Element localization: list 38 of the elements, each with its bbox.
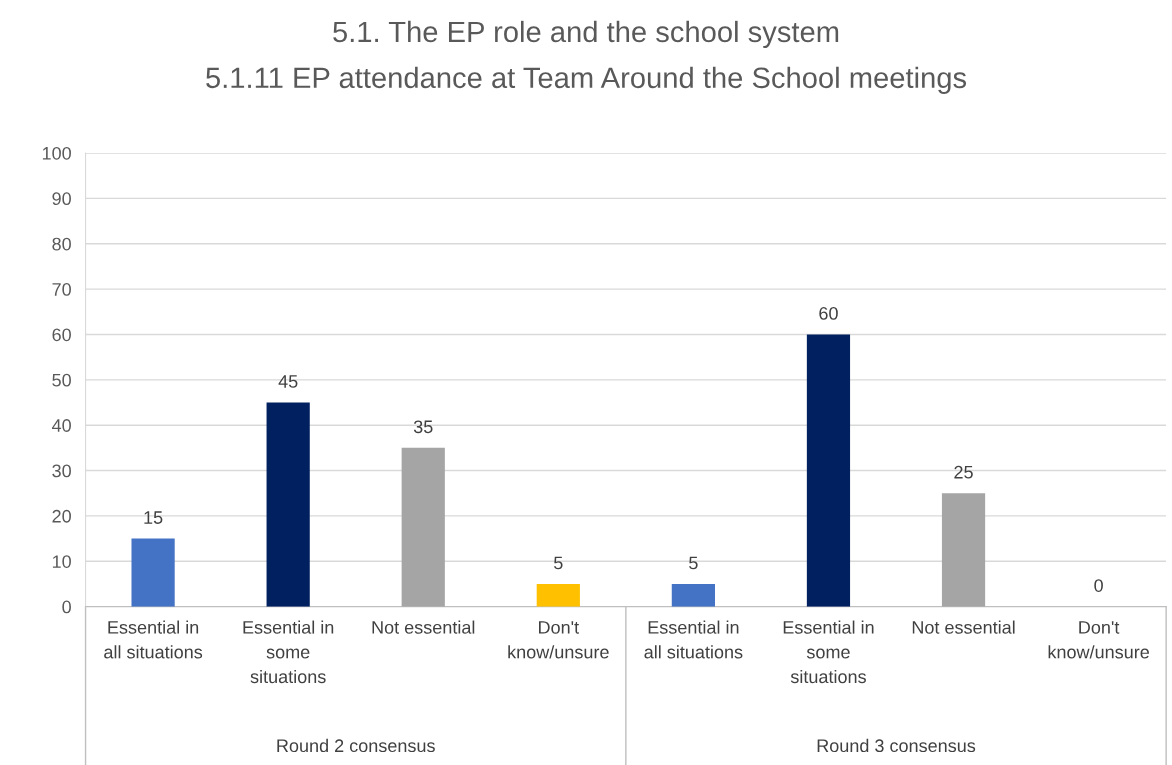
- data-label: 0: [1094, 579, 1103, 592]
- chart-subtitle: 5.1.11 EP attendance at Team Around the School meetings: [206, 66, 967, 94]
- y-tick-label: 0: [62, 600, 71, 614]
- x-tick-label: Don't know/unsure: [508, 621, 609, 659]
- y-tick-label: 100: [42, 146, 71, 160]
- y-tick-label: 70: [52, 283, 71, 296]
- bar: [266, 402, 310, 607]
- bar: [401, 447, 445, 607]
- y-tick-label: 90: [52, 192, 71, 206]
- data-label: 15: [144, 511, 163, 524]
- data-label: 5: [554, 556, 563, 570]
- y-tick-label: 50: [52, 373, 71, 387]
- y-tick-label: 10: [52, 555, 71, 568]
- bar: [941, 493, 986, 607]
- x-tick-label: Don't know/unsure: [1048, 621, 1149, 659]
- data-label: 5: [689, 556, 698, 570]
- x-tick-label: Not essential: [372, 620, 475, 634]
- x-tick-label: Essential in all situations: [644, 620, 743, 659]
- data-label: 45: [278, 375, 298, 388]
- data-label: 25: [954, 465, 973, 479]
- bar: [131, 538, 175, 607]
- x-tick-label: Essential in some situations: [243, 620, 334, 684]
- chart-title: 5.1. The EP role and the school system: [333, 20, 839, 49]
- bar: [806, 334, 851, 607]
- y-tick-label: 20: [52, 509, 71, 523]
- x-tick-label: Essential in some situations: [783, 620, 874, 684]
- y-tick-label: 80: [52, 237, 71, 251]
- data-label: 60: [819, 306, 838, 320]
- y-tick-label: 60: [52, 328, 71, 342]
- text: Round 2 consensus: [277, 738, 435, 753]
- y-tick-label: 40: [52, 419, 71, 432]
- x-tick-label: Not essential: [912, 620, 1015, 634]
- data-label: 35: [413, 420, 433, 434]
- bar: [671, 583, 715, 607]
- text: Round 3 consensus: [817, 738, 976, 753]
- bar: [536, 583, 580, 607]
- x-tick-label: Essential in all situations: [104, 620, 203, 659]
- y-tick-label: 30: [52, 464, 71, 478]
